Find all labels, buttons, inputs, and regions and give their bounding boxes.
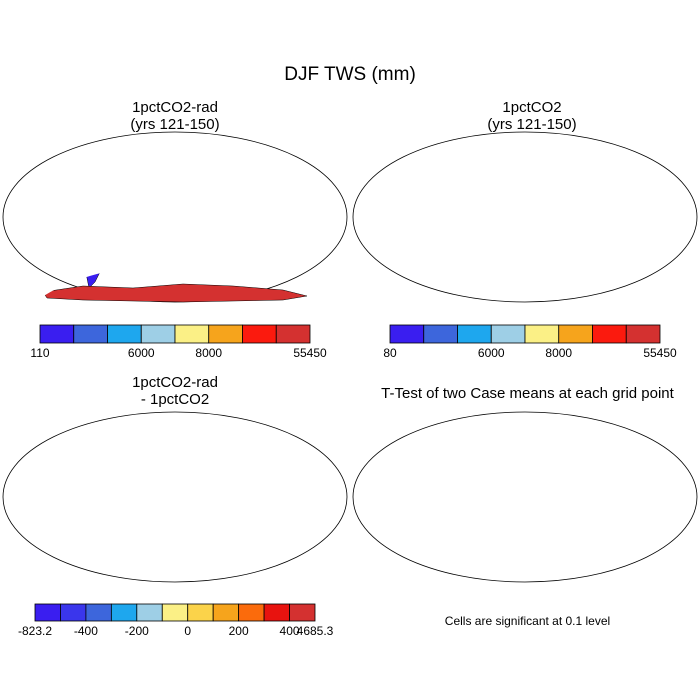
colorbar-tick-label: -823.2	[18, 624, 52, 638]
colorbar-swatch	[136, 603, 163, 622]
map-panel-a	[2, 131, 348, 303]
panel-b-title-line1: 1pctCO2	[502, 99, 562, 116]
colorbar-swatch	[140, 324, 176, 344]
panel-c-title: 1pctCO2-rad - 1pctCO2	[40, 374, 310, 408]
colorbar-swatch	[161, 603, 189, 622]
colorbar-swatch	[389, 324, 425, 344]
colorbar-swatch	[457, 324, 492, 344]
colorbar-swatch	[60, 603, 87, 622]
colorbar-tick-label: 55450	[293, 346, 327, 360]
colorbar-swatch	[187, 603, 214, 622]
map-panel-b	[352, 131, 698, 303]
significance-note: Cells are significant at 0.1 level	[444, 614, 611, 628]
panel-a-title-line1: 1pctCO2-rad	[132, 99, 218, 116]
colorbar-swatch	[212, 603, 240, 622]
colorbar-tick-label: 400	[280, 624, 300, 638]
panel-b-title-line2: (yrs 121-150)	[487, 116, 577, 133]
colorbar-b: 80 6000 8000 55450	[383, 324, 677, 360]
colorbar-tick-label: 80	[383, 346, 397, 360]
panel-b-title: 1pctCO2 (yrs 121-150)	[397, 99, 667, 133]
map-panel-c	[2, 411, 348, 583]
colorbar-swatch	[39, 324, 75, 344]
panel-c-title-line2: - 1pctCO2	[140, 391, 210, 408]
colorbar-tick-label: 55450	[643, 346, 677, 360]
colorbar-tick-label: 0	[184, 624, 191, 638]
colorbar-swatch	[625, 324, 661, 344]
map-panel-d	[352, 411, 698, 583]
colorbar-tick-label: 200	[229, 624, 249, 638]
colorbar-swatch	[524, 324, 560, 344]
colorbar-tick-label: 8000	[545, 346, 572, 360]
colorbar-swatch	[242, 324, 277, 344]
colorbar-tick-label: 8000	[195, 346, 222, 360]
colorbar-swatch	[85, 603, 112, 622]
colorbar-tick-label: 6000	[128, 346, 155, 360]
colorbar-tick-label: 6000	[478, 346, 505, 360]
colorbar-tick-label: -400	[74, 624, 98, 638]
colorbar-swatch	[238, 603, 265, 622]
colorbar-swatch	[107, 324, 142, 344]
colorbar-tick-label: 4685.3	[297, 624, 334, 638]
panel-d-title: T-Test of two Case means at each grid po…	[381, 385, 674, 402]
colorbar-swatch	[490, 324, 526, 344]
figure-title: DJF TWS (mm)	[284, 64, 416, 85]
colorbar-swatch	[34, 603, 61, 622]
colorbar-a: 110 6000 8000 55450	[30, 324, 327, 360]
colorbar-swatch	[110, 603, 138, 622]
colorbar-swatch	[263, 603, 290, 622]
panel-a-title: 1pctCO2-rad (yrs 121-150)	[40, 99, 310, 133]
panel-c-title-line1: 1pctCO2-rad	[132, 374, 218, 391]
colorbar-swatch	[558, 324, 593, 344]
colorbar-swatch	[174, 324, 210, 344]
colorbar-tick-label: -200	[125, 624, 149, 638]
colorbar-tick-label: 110	[30, 346, 49, 360]
colorbar-swatch	[592, 324, 627, 344]
colorbar-swatch	[423, 324, 458, 344]
colorbar-swatch	[73, 324, 108, 344]
colorbar-swatch	[289, 603, 316, 622]
colorbar-swatch	[275, 324, 311, 344]
colorbar-swatch	[208, 324, 243, 344]
panel-a-title-line2: (yrs 121-150)	[130, 116, 220, 133]
